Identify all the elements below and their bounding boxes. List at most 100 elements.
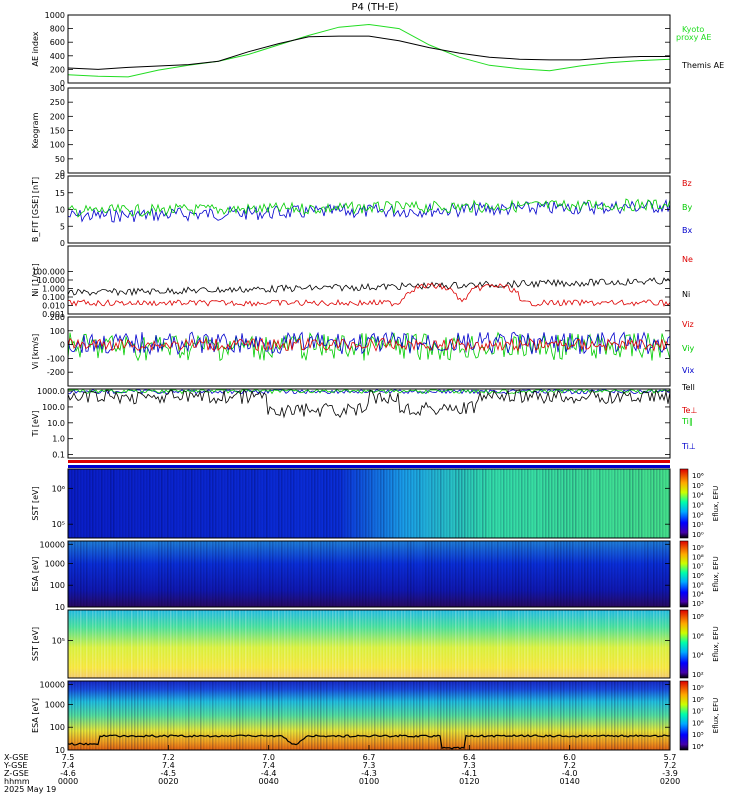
series-line-bx (67, 198, 671, 223)
spectrogram-texture (275, 681, 277, 750)
spectrogram-texture (536, 541, 538, 607)
spectrogram-texture (440, 541, 442, 607)
spectrogram-texture (359, 541, 361, 607)
colorbar-tick-label: 10⁶ (692, 472, 704, 480)
legend-bx: Bx (682, 226, 692, 235)
spectrogram-texture (455, 541, 457, 607)
y-tick-label: -200 (47, 368, 65, 377)
spectrogram-texture (587, 681, 589, 750)
spectrogram-texture (260, 541, 262, 607)
legend-ni: Ni (682, 290, 690, 299)
spectrogram-texture (470, 681, 472, 750)
z-gse-value: -4.5 (161, 769, 177, 778)
spectrogram-texture (176, 541, 178, 607)
colorbar-tick-label: 10⁵ (692, 581, 704, 589)
spectrogram-texture (254, 610, 256, 678)
spectrogram-sst_e (68, 469, 670, 538)
spectrogram-texture (119, 610, 121, 678)
spectrogram-texture (68, 469, 70, 538)
colorbar-tick-label: 10³ (692, 502, 704, 510)
spectrogram-texture (113, 469, 115, 538)
spectrogram-texture (341, 541, 343, 607)
spectrogram-texture (368, 681, 370, 750)
spectrogram-texture (488, 681, 490, 750)
colorbar-label: Eflux, EFU (712, 626, 720, 661)
spectrogram-texture (263, 541, 265, 607)
y-tick-label: 0.1 (52, 451, 65, 460)
spectrogram-texture (164, 541, 166, 607)
spectrogram-texture (611, 681, 613, 750)
spectrogram-texture (488, 469, 490, 538)
y-tick-label: -100 (47, 354, 65, 363)
spectrogram-texture (581, 681, 583, 750)
spectrogram-texture (221, 681, 223, 750)
spectrogram-texture (191, 610, 193, 678)
spectrogram-texture (326, 610, 328, 678)
spectrogram-texture (314, 681, 316, 750)
spectrogram-texture (479, 681, 481, 750)
spectrogram-texture (560, 541, 562, 607)
y-gse-value: 7.4 (62, 761, 75, 770)
spectrogram-texture (620, 541, 622, 607)
spectrogram-texture (287, 469, 289, 538)
spectrogram-texture (206, 541, 208, 607)
spectrogram-texture (662, 610, 664, 678)
spectrogram-texture (377, 541, 379, 607)
spectrogram-texture (305, 469, 307, 538)
spectrogram-texture (365, 610, 367, 678)
spectrogram-texture (614, 681, 616, 750)
spectrogram-texture (218, 469, 220, 538)
spectrogram-texture (230, 469, 232, 538)
spectrogram-texture (212, 469, 214, 538)
spectrogram-texture (542, 610, 544, 678)
spectrogram-texture (575, 541, 577, 607)
spectrogram-texture (257, 681, 259, 750)
z-gse-value: -4.4 (261, 769, 277, 778)
spectrogram-texture (314, 469, 316, 538)
spectrogram-texture (365, 681, 367, 750)
spectrogram-texture (245, 469, 247, 538)
colorbar-tick-label: 10¹ (692, 521, 704, 529)
spectrogram-texture (446, 681, 448, 750)
spectrogram-texture (92, 541, 94, 607)
spectrogram-texture (272, 469, 274, 538)
spectrogram-texture (98, 610, 100, 678)
spectrogram-texture (413, 610, 415, 678)
y-tick-label: 300 (50, 84, 65, 93)
spectrogram-texture (332, 469, 334, 538)
spectrogram-texture (458, 469, 460, 538)
spectrogram-texture (389, 681, 391, 750)
spectrogram-texture (449, 610, 451, 678)
spectrogram-texture (83, 681, 85, 750)
spectrogram-texture (608, 681, 610, 750)
spectrogram-texture (623, 541, 625, 607)
spectrogram-texture (404, 541, 406, 607)
spectrogram-texture (584, 681, 586, 750)
spectrogram-texture (653, 541, 655, 607)
series-line-themis-ae (67, 35, 670, 70)
x-gse-value: 6.4 (463, 753, 476, 762)
spectrogram-texture (659, 610, 661, 678)
spectrogram-texture (323, 610, 325, 678)
spectrogram-texture (359, 610, 361, 678)
spectrogram-texture (200, 541, 202, 607)
spectrogram-texture (353, 610, 355, 678)
spectrogram-texture (368, 469, 370, 538)
spectrogram-texture (371, 681, 373, 750)
spectrogram-texture (620, 681, 622, 750)
colorbar-label: Eflux, EFU (712, 486, 720, 521)
footer-row-label: hhmm (4, 777, 30, 786)
spectrogram-texture (89, 541, 91, 607)
spectrogram-texture (101, 610, 103, 678)
spectrogram-texture (452, 610, 454, 678)
spectrogram-texture (224, 681, 226, 750)
colorbar-tick-label: 10⁴ (692, 652, 704, 660)
spectrogram-texture (239, 610, 241, 678)
spectrogram-texture (212, 610, 214, 678)
colorbar-tick-label: 10⁹ (692, 684, 704, 692)
spectrogram-texture (284, 681, 286, 750)
spectrogram-texture (182, 681, 184, 750)
spectrogram-texture (299, 469, 301, 538)
spectrogram-texture (560, 681, 562, 750)
spectrogram-texture (566, 469, 568, 538)
